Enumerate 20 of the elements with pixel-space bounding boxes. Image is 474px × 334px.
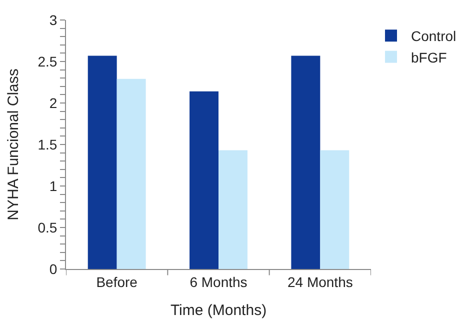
x-tick-label: 24 Months <box>287 274 353 290</box>
bar <box>291 56 320 269</box>
bar <box>88 56 117 269</box>
legend-label: Control <box>411 28 456 44</box>
x-axis-title: Time (Months) <box>170 302 267 319</box>
bar <box>190 91 218 269</box>
y-tick-label: 2.5 <box>38 53 58 70</box>
y-tick-label: 0 <box>49 260 58 277</box>
y-tick-label: 3 <box>49 12 58 28</box>
y-tick-label: 0.5 <box>38 219 58 236</box>
x-tick-label: Before <box>96 274 138 290</box>
y-tick-label: 2 <box>49 94 58 111</box>
y-tick-label: 1.5 <box>38 136 58 152</box>
bar <box>320 150 350 269</box>
y-axis-title: NYHA Funcional Class <box>4 68 22 220</box>
x-tick-label: 6 Months <box>190 274 248 290</box>
bar <box>218 150 248 269</box>
y-tick-label: 1 <box>49 178 58 194</box>
legend-label: bFGF <box>411 49 447 66</box>
bar <box>116 78 146 269</box>
